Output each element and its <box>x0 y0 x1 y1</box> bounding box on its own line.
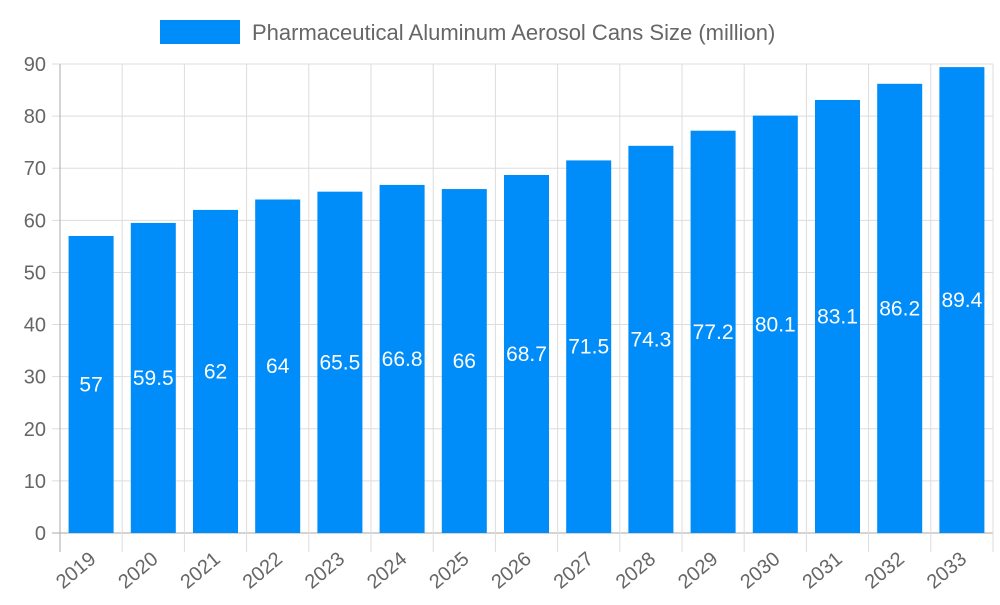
legend-label: Pharmaceutical Aluminum Aerosol Cans Siz… <box>252 20 775 45</box>
bar-2031 <box>815 99 860 533</box>
bar-2027 <box>566 160 612 533</box>
y-tick-label: 40 <box>24 315 46 337</box>
data-label: 89.4 <box>941 289 982 312</box>
bar-2022 <box>255 199 301 533</box>
x-tick-label: 2022 <box>239 548 287 593</box>
x-tick-label: 2029 <box>674 548 722 593</box>
data-label: 62 <box>204 360 227 383</box>
data-label: 64 <box>266 355 290 378</box>
data-label: 80.1 <box>755 313 796 336</box>
y-tick-label: 10 <box>24 471 46 493</box>
x-tick-label: 2028 <box>612 548 660 593</box>
data-label: 83.1 <box>817 305 858 328</box>
y-tick-label: 50 <box>24 262 46 284</box>
x-tick-label: 2023 <box>301 548 349 593</box>
x-tick-label: 2025 <box>425 548 473 593</box>
x-tick-label: 2026 <box>487 548 535 593</box>
data-label: 68.7 <box>506 343 547 366</box>
bar-2025 <box>441 189 487 534</box>
x-tick-label: 2033 <box>923 548 971 593</box>
bar-2033 <box>939 67 985 534</box>
legend-swatch <box>160 20 240 44</box>
bar-2026 <box>504 174 549 533</box>
data-label: 74.3 <box>630 328 671 351</box>
data-label: 86.2 <box>879 297 920 320</box>
x-tick-label: 2031 <box>798 548 846 593</box>
x-tick-label: 2030 <box>736 548 784 593</box>
y-tick-label: 60 <box>24 210 46 232</box>
x-tick-label: 2021 <box>176 548 224 593</box>
bar-2028 <box>628 145 674 533</box>
data-label: 59.5 <box>133 367 174 390</box>
data-label: 57 <box>79 373 102 396</box>
x-tick-label: 2027 <box>550 548 598 593</box>
bar-2023 <box>317 191 363 533</box>
y-tick-label: 20 <box>24 419 46 441</box>
x-tick-label: 2019 <box>52 548 100 593</box>
data-label: 66 <box>453 350 476 373</box>
bar-2029 <box>690 130 736 534</box>
bar-2030 <box>752 115 798 533</box>
bar-2019 <box>68 235 114 533</box>
y-tick-label: 30 <box>24 367 46 389</box>
x-tick-label: 2024 <box>363 548 411 593</box>
bar-2024 <box>379 184 425 534</box>
x-tick-label: 2020 <box>114 548 162 593</box>
x-tick-label: 2032 <box>861 548 909 593</box>
data-label: 65.5 <box>319 351 360 374</box>
y-tick-label: 80 <box>24 106 46 128</box>
bar-2021 <box>193 209 238 533</box>
legend: Pharmaceutical Aluminum Aerosol Cans Siz… <box>160 20 775 45</box>
data-label: 71.5 <box>568 336 609 359</box>
y-tick-label: 90 <box>24 54 46 76</box>
data-label: 77.2 <box>693 321 734 344</box>
bar-2020 <box>130 222 176 533</box>
y-tick-label: 70 <box>24 158 46 180</box>
y-tick-label: 0 <box>35 523 46 545</box>
bar-2032 <box>877 83 923 534</box>
data-label: 66.8 <box>382 348 423 371</box>
